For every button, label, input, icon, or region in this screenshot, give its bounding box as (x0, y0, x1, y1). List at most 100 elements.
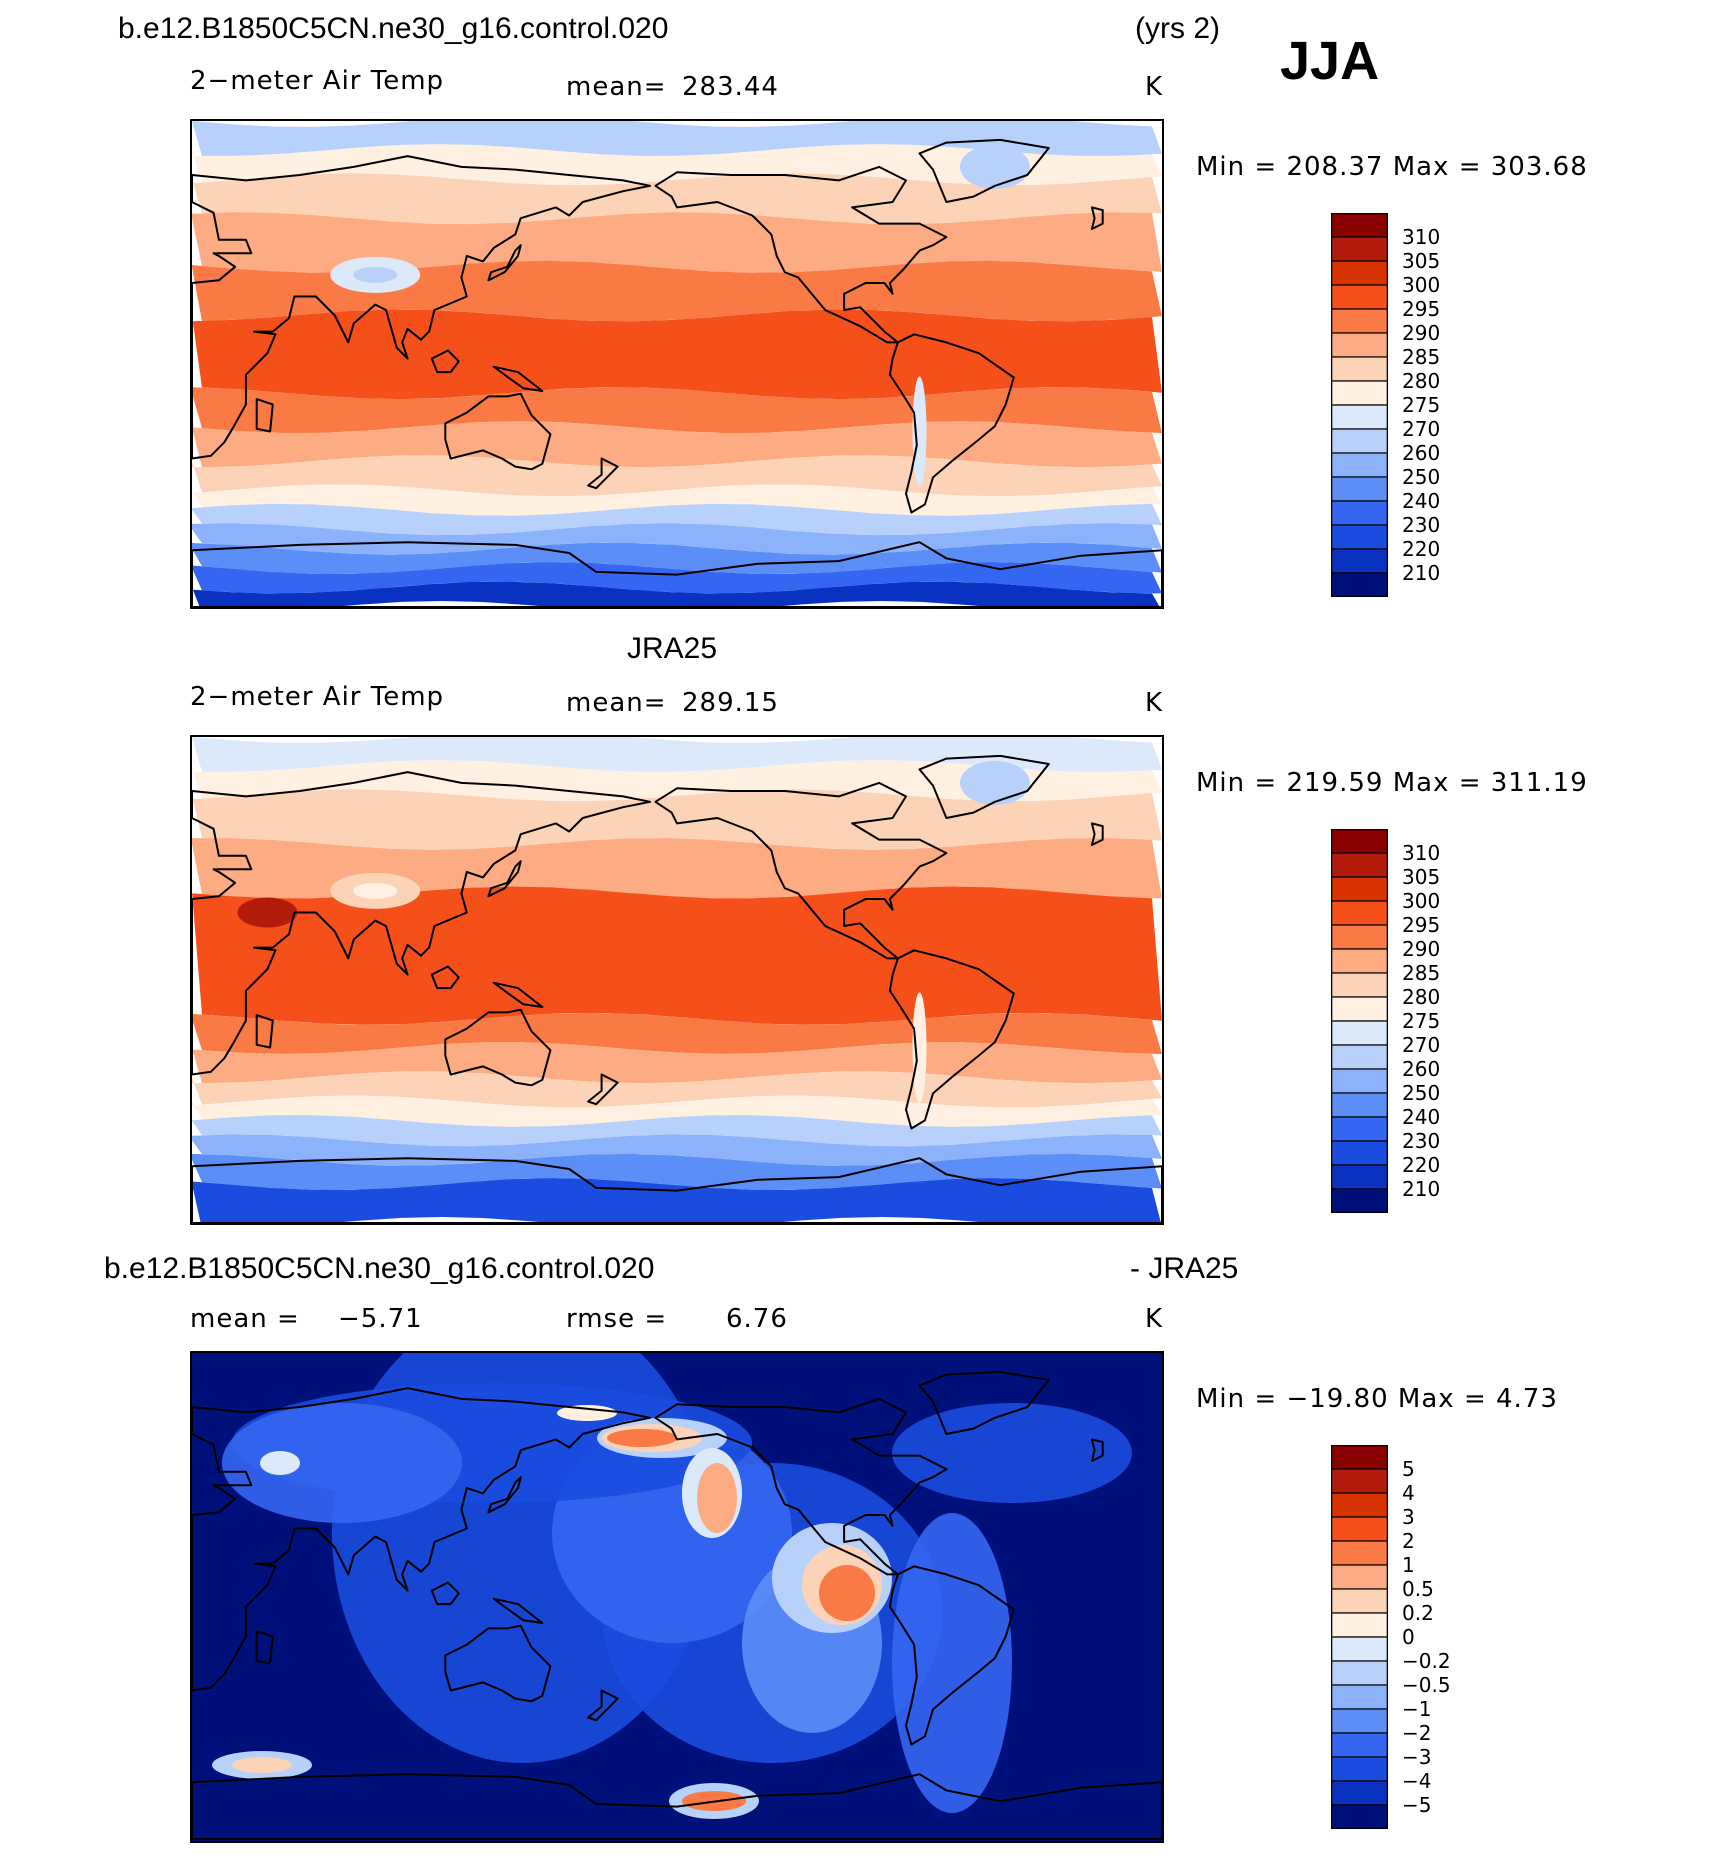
contour-band (192, 838, 1162, 899)
coastline (430, 349, 460, 374)
contour-band (192, 503, 1162, 536)
contour-band (892, 1403, 1132, 1503)
colorbar-tick-label: 305 (1402, 865, 1441, 889)
colorbar-tick-label: −2 (1402, 1721, 1432, 1745)
contour-band (192, 562, 1162, 594)
panel3-rmse-label: rmse = (566, 1304, 668, 1334)
colorbar-tick-label: 210 (1402, 561, 1441, 585)
contour-band (192, 121, 1162, 156)
panel3-mean-label: mean = (190, 1304, 300, 1334)
colorbar-tick-label: 270 (1402, 417, 1441, 441)
colorbar-tick-label: 210 (1402, 1177, 1441, 1201)
panel2-minmax: Min = 219.59 Max = 311.19 (1196, 768, 1588, 798)
coastline (192, 155, 652, 460)
colorbar-tick-label: −3 (1402, 1745, 1432, 1769)
colorbar-swatch (1330, 1068, 1389, 1094)
coastline (255, 398, 274, 433)
colorbar-tick-label: 250 (1402, 1081, 1441, 1105)
coastline (192, 1387, 652, 1692)
contour-band (557, 1405, 617, 1421)
colorbar-tick-label: −5 (1402, 1793, 1432, 1817)
panel1-years: (yrs 2) (1135, 12, 1220, 45)
colorbar-swatch (1330, 212, 1389, 238)
coastline (192, 771, 652, 1076)
colorbar-tick-label: 230 (1402, 513, 1441, 537)
panel1-mean-value: 283.44 (682, 72, 779, 102)
colorbar-swatch (1330, 260, 1389, 286)
contour-band (192, 1095, 1162, 1127)
colorbar-tick-label: 260 (1402, 1057, 1441, 1081)
contour-band (237, 897, 298, 928)
colorbar-tick-label: 275 (1402, 1009, 1441, 1033)
panel2-colorbar (1330, 828, 1389, 1214)
colorbar-swatch (1330, 1468, 1389, 1494)
coastline (444, 392, 552, 471)
coastline (430, 1581, 460, 1606)
panel1-mean-label: mean= (566, 72, 667, 102)
colorbar-swatch (1330, 236, 1389, 262)
coastline (255, 1630, 274, 1665)
colorbar-swatch (1330, 308, 1389, 334)
contour-band (912, 992, 927, 1103)
contour-band (192, 173, 1162, 224)
colorbar-swatch (1330, 524, 1389, 550)
coastline (255, 1014, 274, 1049)
panel2-title: JRA25 (627, 632, 718, 665)
colorbar-tick-label: 250 (1402, 465, 1441, 489)
colorbar-swatch (1330, 1116, 1389, 1142)
coastline (918, 754, 1050, 819)
colorbar-tick-label: 0.2 (1402, 1601, 1434, 1625)
colorbar-swatch (1330, 356, 1389, 382)
colorbar-tick-label: 295 (1402, 913, 1441, 937)
colorbar-swatch (1330, 1708, 1389, 1734)
panel1-variable: 2−meter Air Temp (190, 66, 445, 96)
colorbar-swatch (1330, 924, 1389, 950)
panel2-map (190, 735, 1164, 1225)
coastline (492, 365, 544, 392)
colorbar-swatch (1330, 332, 1389, 358)
panel3-title-right: - JRA25 (1130, 1252, 1239, 1285)
panel2-mean-value: 289.15 (682, 688, 779, 718)
contour-band (697, 1463, 737, 1533)
colorbar-tick-label: 5 (1402, 1457, 1415, 1481)
contour-band (192, 789, 1162, 850)
coastline (587, 457, 619, 490)
colorbar-swatch (1330, 572, 1389, 598)
contour-band (232, 1757, 292, 1773)
panel1-title: b.e12.B1850C5CN.ne30_g16.control.020 (118, 12, 669, 45)
coastline (1090, 206, 1104, 230)
coastline (487, 244, 522, 282)
contour-band (819, 1565, 875, 1621)
colorbar-tick-label: −1 (1402, 1697, 1432, 1721)
panel2-variable: 2−meter Air Temp (190, 682, 445, 712)
colorbar-swatch (1330, 1540, 1389, 1566)
panel3-colorbar (1330, 1444, 1389, 1830)
coastline (487, 860, 522, 898)
colorbar-tick-label: 0.5 (1402, 1577, 1434, 1601)
colorbar-tick-label: 310 (1402, 841, 1441, 865)
colorbar-swatch (1330, 1164, 1389, 1190)
temperature-bands (192, 737, 1162, 1223)
panel3-colorbar-bar (1330, 1444, 1389, 1830)
colorbar-swatch (1330, 476, 1389, 502)
colorbar-swatch (1330, 380, 1389, 406)
coastlines (192, 1370, 1162, 1840)
contour-band (192, 886, 1162, 1025)
coastline (192, 1773, 1162, 1840)
panel3-units: K (1145, 1304, 1164, 1334)
colorbar-tick-label: 4 (1402, 1481, 1415, 1505)
contour-band (222, 1403, 462, 1523)
colorbar-tick-label: 305 (1402, 249, 1441, 273)
contour-band (192, 1153, 1162, 1190)
colorbar-swatch (1330, 1492, 1389, 1518)
colorbar-swatch (1330, 1732, 1389, 1758)
panel3-minmax: Min = −19.80 Max = 4.73 (1196, 1384, 1558, 1414)
colorbar-swatch (1330, 972, 1389, 998)
colorbar-tick-label: 220 (1402, 1153, 1441, 1177)
colorbar-tick-label: 240 (1402, 489, 1441, 513)
contour-band (959, 760, 1030, 805)
coastline (192, 541, 1162, 607)
contour-band (192, 260, 1162, 322)
coastline (888, 333, 1015, 514)
panel1-colorbar-bar (1330, 212, 1389, 598)
